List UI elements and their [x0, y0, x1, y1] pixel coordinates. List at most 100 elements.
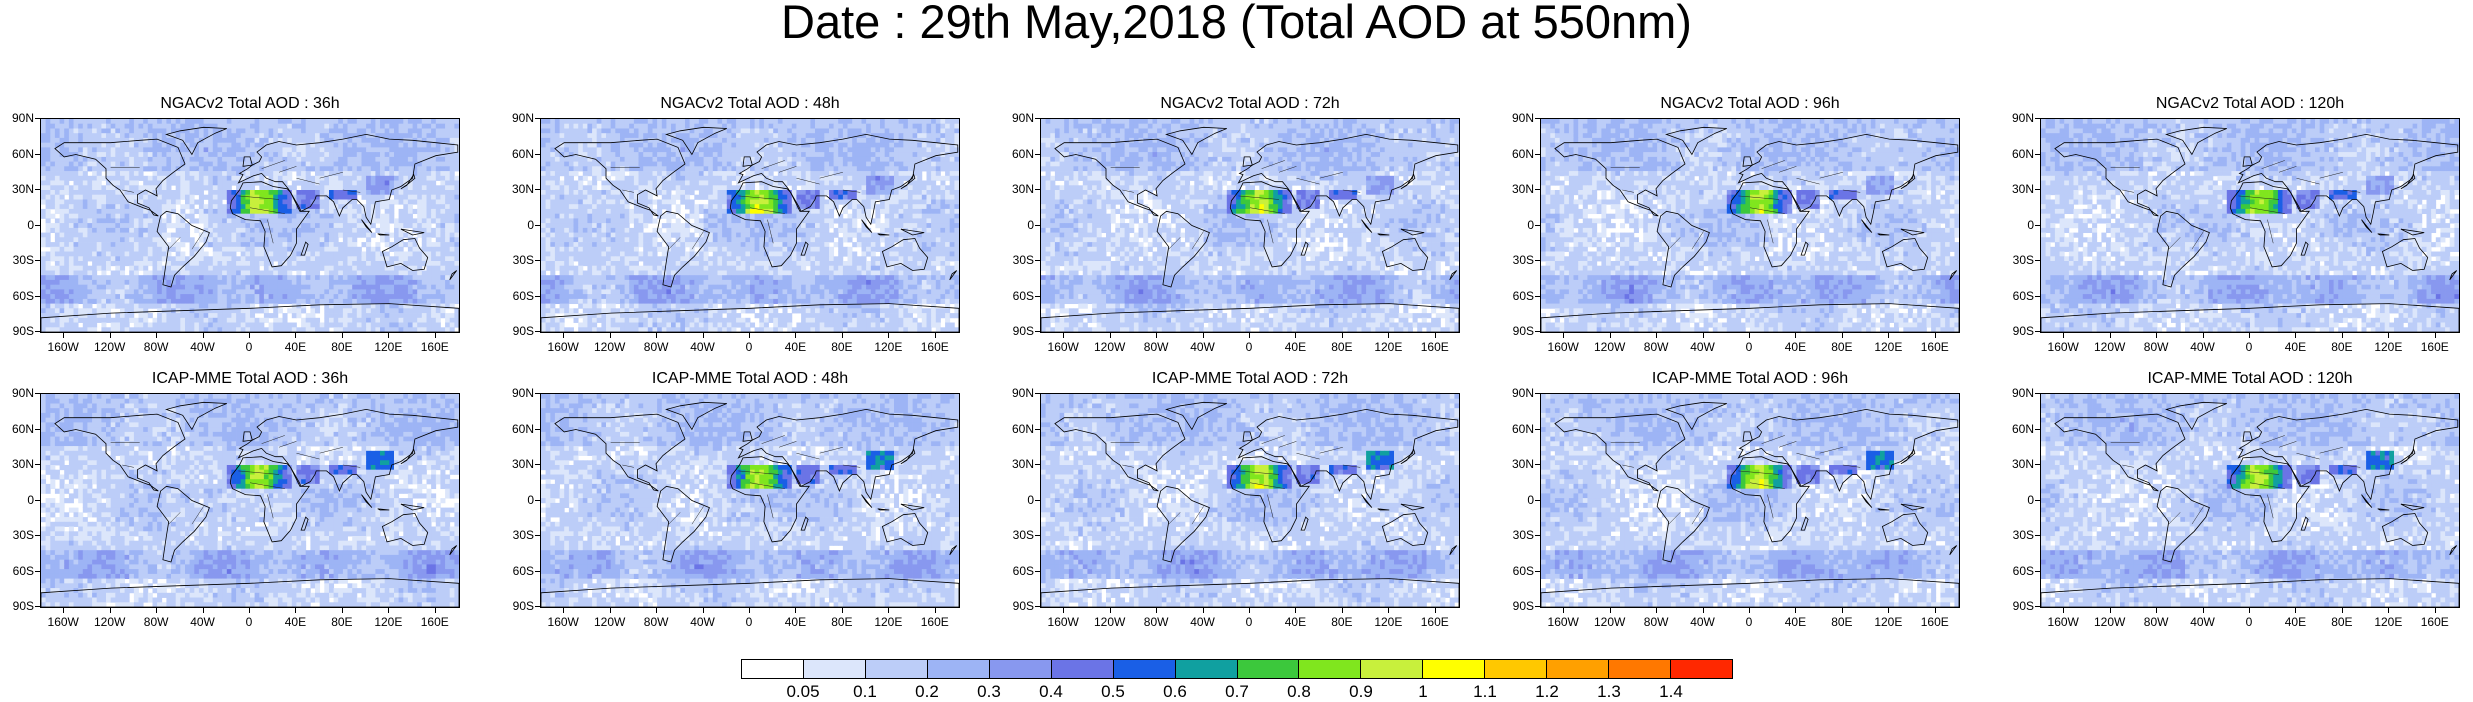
aod-cell	[194, 308, 199, 313]
aod-cell	[894, 119, 899, 124]
aod-cell	[727, 166, 732, 171]
aod-cell	[366, 233, 371, 238]
aod-cell	[643, 138, 648, 143]
aod-cell	[190, 252, 195, 257]
aod-cell	[296, 256, 301, 261]
aod-cell	[64, 256, 69, 261]
aod-cell	[436, 327, 441, 332]
aod-cell	[806, 157, 811, 162]
aod-cell	[408, 129, 413, 134]
aod-cell	[153, 138, 158, 143]
aod-cell	[592, 129, 597, 134]
aod-cell	[213, 294, 218, 299]
aod-cell	[648, 129, 653, 134]
aod-cell	[755, 124, 760, 129]
aod-cell	[417, 209, 422, 214]
aod-cell	[306, 228, 311, 233]
aod-cell	[334, 299, 339, 304]
aod-cell	[236, 223, 241, 228]
aod-cell	[718, 133, 723, 138]
aod-cell	[852, 152, 857, 157]
aod-cell	[315, 129, 320, 134]
aod-cell	[301, 327, 306, 332]
aod-cell	[259, 275, 264, 280]
aod-cell	[324, 124, 329, 129]
aod-cell	[764, 171, 769, 176]
aod-cell	[231, 327, 236, 332]
aod-cell	[380, 299, 385, 304]
aod-cell	[329, 157, 334, 162]
aod-cell	[611, 171, 616, 176]
aod-cell	[64, 190, 69, 195]
aod-cell	[153, 304, 158, 309]
aod-cell	[375, 195, 380, 200]
aod-cell	[273, 275, 278, 280]
aod-cell	[583, 143, 588, 148]
aod-cell	[389, 157, 394, 162]
aod-cell	[125, 247, 130, 252]
aod-cell	[352, 308, 357, 313]
aod-cell	[731, 157, 736, 162]
aod-cell	[560, 157, 565, 162]
aod-cell	[162, 247, 167, 252]
aod-cell	[653, 138, 658, 143]
aod-cell	[375, 294, 380, 299]
aod-cell	[403, 218, 408, 223]
aod-cell	[357, 157, 362, 162]
aod-cell	[357, 223, 362, 228]
aod-cell	[64, 280, 69, 285]
aod-cell	[120, 275, 125, 280]
aod-cell	[324, 323, 329, 328]
aod-cell	[690, 124, 695, 129]
aod-cell	[129, 129, 134, 134]
aod-cell	[245, 195, 250, 200]
aod-cell	[399, 308, 404, 313]
aod-cell	[422, 209, 427, 214]
aod-cell	[269, 252, 274, 257]
aod-cell	[615, 152, 620, 157]
aod-cell	[55, 308, 60, 313]
aod-cell	[375, 228, 380, 233]
aod-cell	[50, 200, 55, 205]
aod-cell	[50, 304, 55, 309]
aod-cell	[324, 237, 329, 242]
aod-cell	[74, 256, 79, 261]
aod-cell	[338, 152, 343, 157]
aod-cell	[699, 143, 704, 148]
aod-cell	[60, 200, 65, 205]
aod-cell	[92, 143, 97, 148]
aod-cell	[620, 119, 625, 124]
aod-cell	[348, 147, 353, 152]
aod-cell	[320, 323, 325, 328]
aod-cell	[125, 138, 130, 143]
aod-cell	[101, 218, 106, 223]
aod-cell	[208, 147, 213, 152]
aod-cell	[694, 166, 699, 171]
aod-cell	[227, 323, 232, 328]
aod-cell	[120, 223, 125, 228]
aod-cell	[283, 289, 288, 294]
aod-cell	[389, 124, 394, 129]
aod-cell	[153, 261, 158, 266]
aod-cell	[74, 138, 79, 143]
aod-cell	[245, 209, 250, 214]
aod-cell	[301, 185, 306, 190]
aod-cell	[92, 261, 97, 266]
aod-cell	[454, 181, 459, 186]
aod-cell	[231, 289, 236, 294]
aod-cell	[208, 294, 213, 299]
aod-cell	[222, 162, 227, 167]
aod-cell	[736, 119, 741, 124]
aod-cell	[801, 166, 806, 171]
aod-cell	[731, 138, 736, 143]
aod-cell	[903, 166, 908, 171]
aod-cell	[306, 218, 311, 223]
aod-cell	[806, 129, 811, 134]
aod-cell	[50, 294, 55, 299]
aod-cell	[64, 176, 69, 181]
aod-cell	[292, 133, 297, 138]
aod-cell	[125, 237, 130, 242]
aod-cell	[129, 124, 134, 129]
aod-cell	[362, 289, 367, 294]
aod-cell	[278, 214, 283, 219]
